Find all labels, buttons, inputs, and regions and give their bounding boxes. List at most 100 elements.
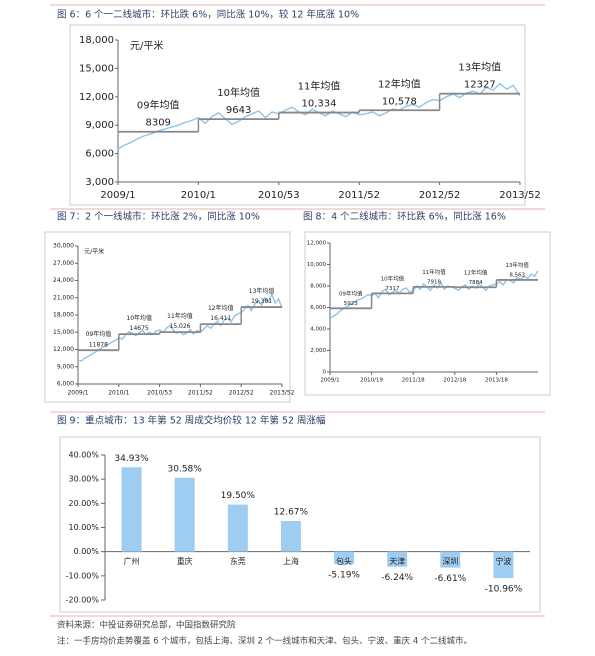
y-axis-label: 元/平米: [130, 39, 163, 52]
y-tick-label: 2,000: [310, 348, 326, 354]
value-label: -6.61%: [434, 574, 466, 584]
x-tick-label: 包头: [336, 556, 352, 566]
x-tick-label: 2010/53: [147, 390, 172, 397]
y-tick-label: 9,000: [85, 120, 114, 131]
bar: [440, 551, 461, 568]
bar: [280, 521, 301, 552]
average-value: 9643: [226, 105, 251, 116]
bar: [174, 477, 195, 552]
note: 注：一手房均价走势覆盖 6 个城市，包括上海、深圳 2 个一线城市和天津、包头、…: [57, 636, 472, 647]
figure-caption: 图 8：4 个二线城市：环比跌 6%，同比涨 16%: [303, 211, 506, 223]
average-name: 10年均值: [126, 314, 152, 322]
x-tick-label: 2013/18: [485, 378, 508, 384]
bar: [334, 551, 355, 565]
y-tick-label: 10,000: [307, 262, 327, 268]
x-tick-label: 2013/52: [499, 190, 541, 201]
average-name: 12年均值: [378, 77, 421, 90]
average-name: 13年均值: [458, 61, 501, 74]
source: 资料来源：中投证券研究总部，中国指数研究院: [57, 620, 236, 631]
y-tick-label: 18,000: [53, 312, 74, 319]
x-tick-label: 2011/18: [402, 378, 425, 384]
bar: [227, 504, 248, 552]
y-tick-label: -20.00%: [66, 596, 100, 605]
y-tick-label: 12,000: [53, 346, 74, 353]
chart-frame: [69, 24, 526, 206]
y-tick-label: -10.00%: [66, 571, 100, 580]
x-tick-label: 2012/52: [229, 390, 254, 397]
y-tick-label: 12,000: [307, 241, 327, 247]
average-value: 7884: [469, 280, 483, 286]
y-tick-label: 6,000: [85, 149, 114, 160]
x-tick-label: 2009/1: [67, 390, 88, 397]
y-tick-label: 12,000: [79, 92, 114, 103]
average-value: 10,578: [382, 96, 417, 107]
x-tick-label: 天津: [389, 556, 405, 566]
y-tick-label: 15,000: [53, 329, 74, 336]
y-axis-label: 元/平米: [84, 248, 104, 256]
y-tick-label: 9,000: [57, 363, 74, 370]
value-label: -5.19%: [328, 571, 360, 581]
average-value: 10,334: [302, 99, 337, 110]
average-name: 10年均值: [381, 275, 405, 283]
average-name: 12年均值: [464, 268, 488, 276]
y-tick-label: 40.00%: [68, 451, 99, 460]
y-tick-label: 24,000: [53, 277, 74, 284]
y-tick-label: 27,000: [53, 260, 74, 267]
average-value: 8,563: [509, 272, 525, 278]
x-tick-label: 2012/52: [419, 190, 461, 201]
average-value: 16,411: [210, 315, 231, 322]
y-tick-label: 0: [323, 370, 327, 376]
average-value: 15,026: [170, 323, 191, 330]
y-tick-label: 30,000: [53, 243, 74, 250]
average-value: 8309: [145, 118, 170, 129]
value-label: -10.96%: [485, 585, 523, 595]
average-value: 12327: [464, 80, 496, 91]
y-tick-label: 20.00%: [68, 499, 99, 508]
bar: [387, 551, 408, 567]
average-name: 10年均值: [217, 86, 260, 99]
y-tick-label: 6,000: [310, 305, 326, 311]
x-tick-label: 东莞: [230, 556, 246, 566]
x-tick-label: 深圳: [442, 556, 458, 566]
figure-caption: 图 7：2 个一线城市：环比涨 2%，同比涨 10%: [57, 211, 260, 223]
y-tick-label: 6,000: [57, 381, 74, 388]
average-name: 11年均值: [167, 312, 193, 320]
y-tick-label: 4,000: [310, 327, 326, 333]
y-tick-label: 30.00%: [68, 475, 99, 484]
x-tick-label: 上海: [283, 556, 299, 566]
bar: [121, 467, 142, 552]
value-label: 19.50%: [221, 491, 256, 501]
average-value: 19,381: [251, 298, 272, 305]
x-tick-label: 2009/1: [100, 190, 135, 201]
x-tick-label: 2009/1: [320, 378, 339, 384]
chart-frame: [44, 231, 291, 403]
y-tick-label: 8,000: [310, 284, 326, 290]
average-name: 13年均值: [505, 261, 529, 269]
x-tick-label: 2011/52: [338, 190, 380, 201]
average-name: 09年均值: [137, 99, 180, 112]
value-label: -6.24%: [381, 573, 413, 583]
x-tick-label: 2010/19: [360, 378, 383, 384]
average-value: 14675: [130, 325, 149, 332]
chart-frame: [304, 231, 551, 396]
x-tick-label: 重庆: [177, 556, 193, 566]
average-value: 7317: [385, 286, 399, 292]
y-tick-label: 15,000: [79, 63, 114, 74]
y-tick-label: 21,000: [53, 294, 74, 301]
x-tick-label: 2010/1: [108, 390, 129, 397]
average-name: 09年均值: [86, 330, 112, 338]
y-tick-label: 0.00%: [74, 547, 100, 556]
average-value: 5923: [344, 301, 358, 307]
average-name: 12年均值: [208, 304, 234, 312]
x-tick-label: 2010/1: [181, 190, 216, 201]
value-label: 34.93%: [114, 454, 149, 464]
x-tick-label: 2013/52: [270, 390, 295, 397]
y-tick-label: 10.00%: [68, 523, 99, 532]
value-label: 30.58%: [168, 464, 203, 474]
figure-caption: 图 6：6 个一二线城市：环比跌 6%，同比涨 10%，较 12 年底涨 10%: [57, 9, 359, 21]
figure-caption: 图 9：重点城市：13 年第 52 周成交均价较 12 年第 52 周涨幅: [57, 415, 326, 427]
value-label: 12.67%: [274, 508, 309, 518]
data-line: [329, 270, 539, 319]
y-tick-label: 18,000: [79, 35, 114, 46]
